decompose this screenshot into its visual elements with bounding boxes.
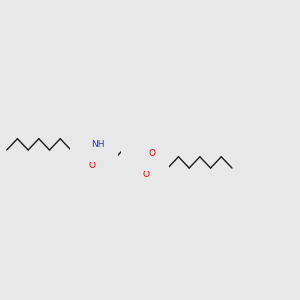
Text: O: O xyxy=(83,140,91,149)
Text: NH: NH xyxy=(134,149,148,158)
Text: NH: NH xyxy=(91,140,104,149)
Text: O: O xyxy=(89,161,96,170)
Text: O: O xyxy=(148,149,155,158)
Text: O: O xyxy=(143,170,150,179)
